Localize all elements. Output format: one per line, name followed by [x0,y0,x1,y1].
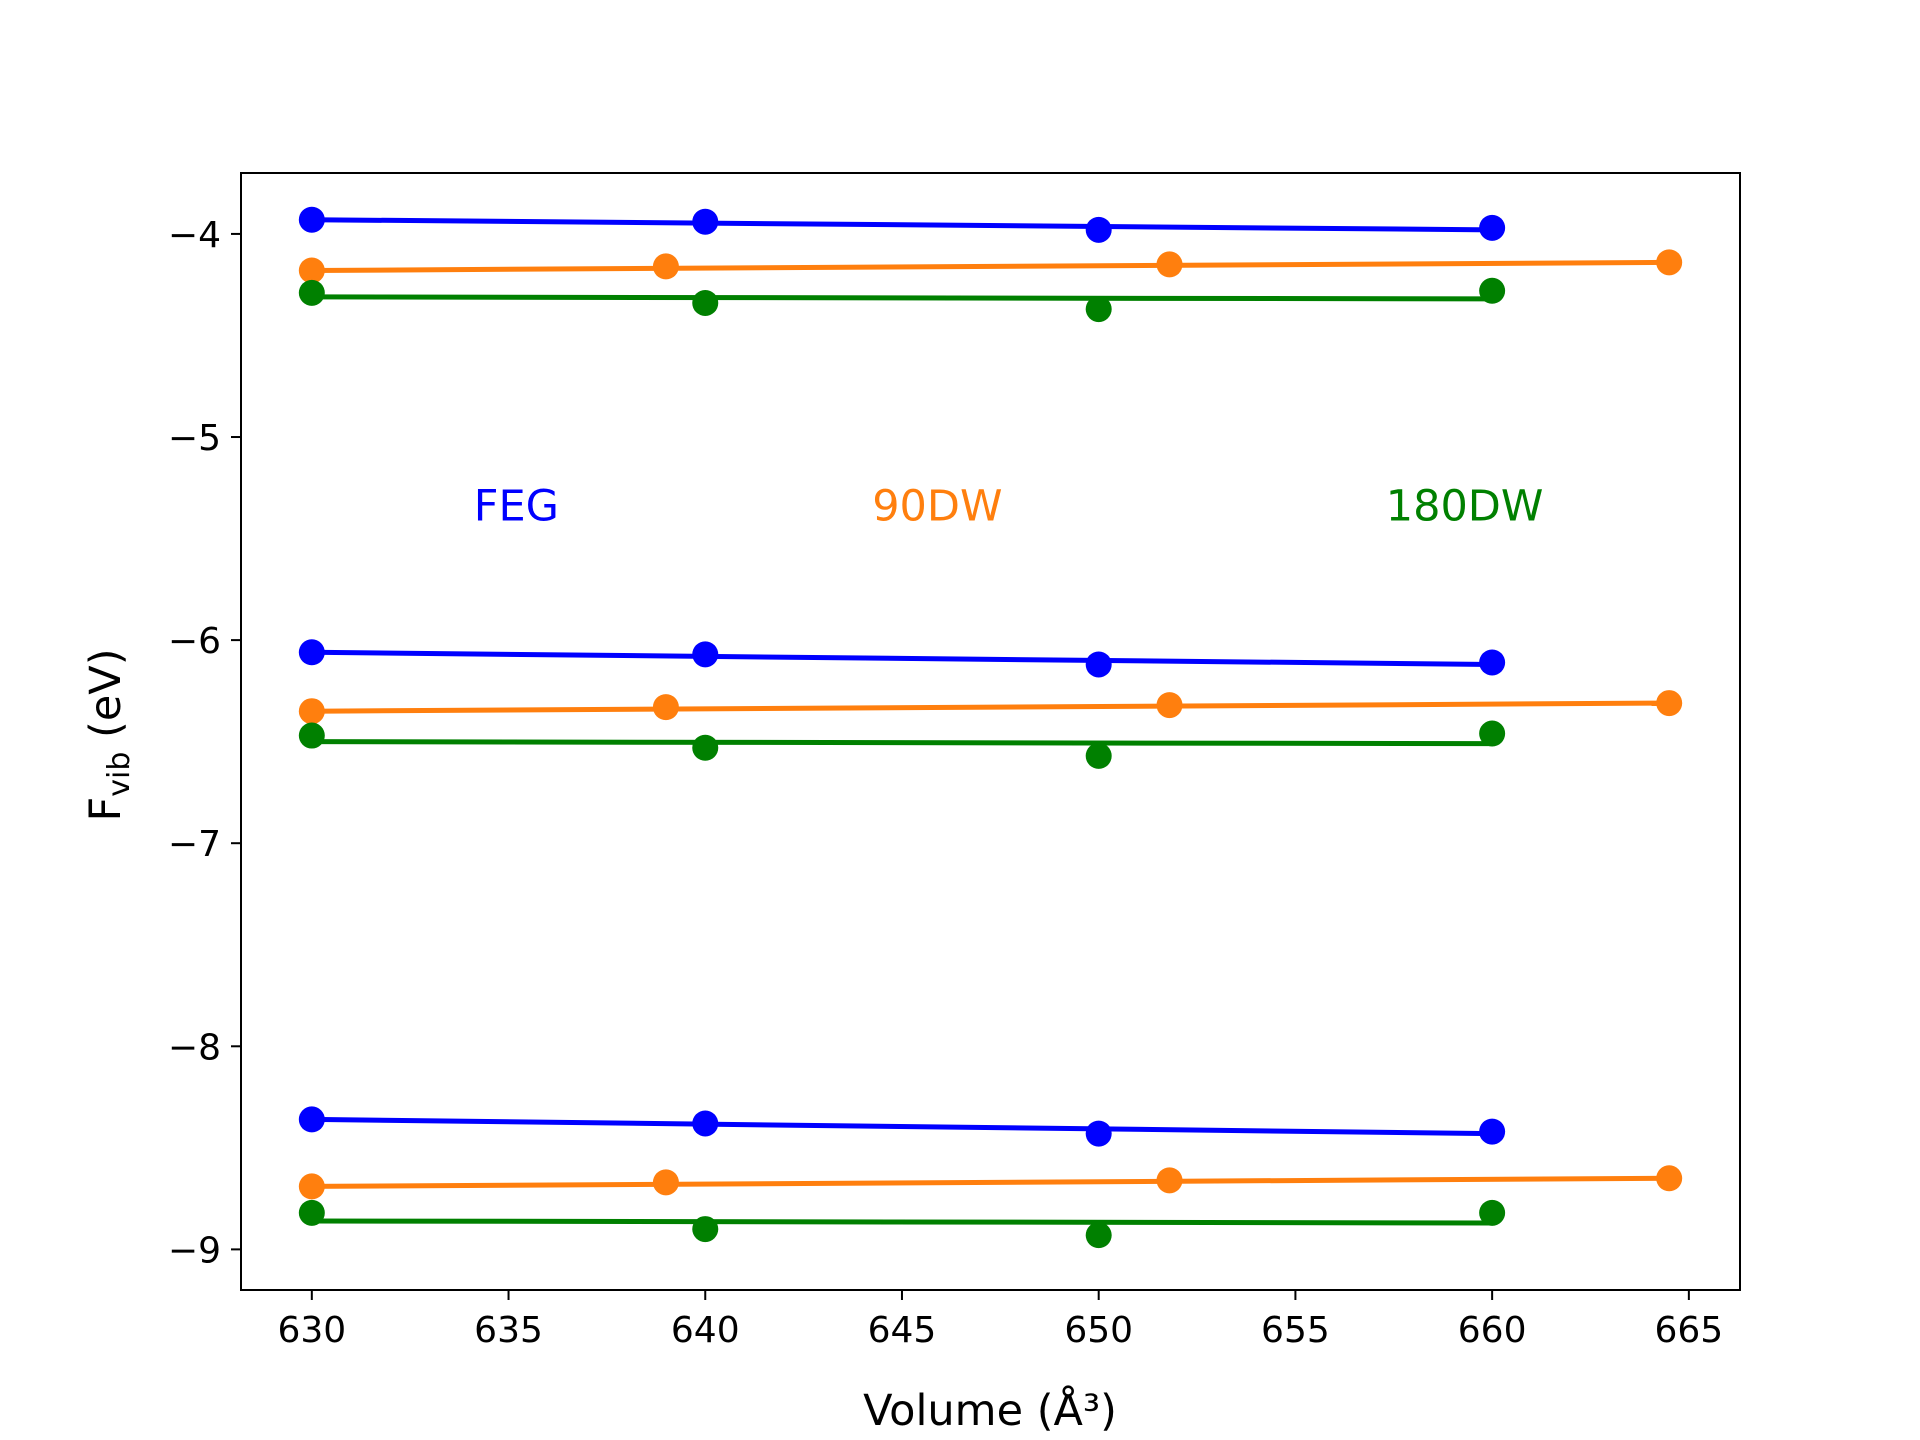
fit-line [311,1116,1493,1137]
y-tick-label: −7 [168,824,221,865]
data-point [1479,277,1506,304]
y-axis-label: Fvib (eV) [81,649,137,822]
y-axis-label-rest: (eV) [81,649,131,752]
data-point [692,289,719,316]
data-point [692,1216,719,1243]
data-point [298,279,325,306]
annotation-label: FEG [474,481,559,531]
data-point [1656,249,1683,276]
data-point [1479,720,1506,747]
data-point [1085,1120,1112,1147]
data-point [298,639,325,666]
y-tick-label: −4 [168,215,221,256]
fit-line [311,1175,1670,1189]
fit-line [311,294,1493,302]
fit-line [311,259,1670,273]
x-tick-label: 650 [1064,1310,1133,1351]
fit-line [311,1218,1493,1226]
data-point [652,694,679,721]
x-axis-label: Volume (Å³) [863,1385,1117,1436]
data-point [1085,742,1112,769]
y-tick-label: −9 [168,1230,221,1271]
y-tick-label: −8 [168,1027,221,1068]
data-point [1656,1165,1683,1192]
y-axis-label-main: F [81,797,131,822]
annotation-label: 180DW [1386,481,1544,531]
data-point [692,208,719,235]
data-point [652,1169,679,1196]
data-point [298,1199,325,1226]
data-point [1085,216,1112,243]
data-point [298,1106,325,1133]
data-point [1085,651,1112,678]
axes: 630 635 640 645 650 655 660 665 −4 −5 −6 −7 −8 −9 [168,215,1723,1351]
fit-line [311,700,1670,714]
annotation-label: 90DW [872,481,1002,531]
x-tick-label: 640 [671,1310,740,1351]
x-tick-label: 645 [868,1310,937,1351]
plot-frame [240,172,1741,1291]
data-point [298,257,325,284]
data-point [652,253,679,280]
data-point [1085,296,1112,323]
y-tick-label: −5 [168,418,221,459]
x-tick-label: 635 [474,1310,543,1351]
x-tick-label: 655 [1261,1310,1330,1351]
data-point [298,722,325,749]
fit-line [311,649,1493,667]
data-point [1156,692,1183,719]
annotations: FEG 90DW 180DW [474,481,1544,531]
data-point [692,641,719,668]
fit-line [311,739,1493,747]
data-point [1479,649,1506,676]
x-tick-label: 665 [1654,1310,1723,1351]
data-point [1156,1167,1183,1194]
data-point [692,734,719,761]
data-point [692,1110,719,1137]
x-tick-label: 660 [1458,1310,1527,1351]
data-point [1479,214,1506,241]
data-point [1479,1118,1506,1145]
data-point [298,206,325,233]
fit-line [311,217,1493,233]
y-axis-label-sub: vib [102,752,137,797]
data-point [1656,690,1683,717]
data-point [1156,251,1183,278]
data-point [298,698,325,725]
data-point [1085,1222,1112,1249]
data-point [298,1173,325,1200]
y-tick-label: −6 [168,621,221,662]
data-point [1479,1199,1506,1226]
x-tick-label: 630 [277,1310,346,1351]
plot-area [298,206,1683,1249]
